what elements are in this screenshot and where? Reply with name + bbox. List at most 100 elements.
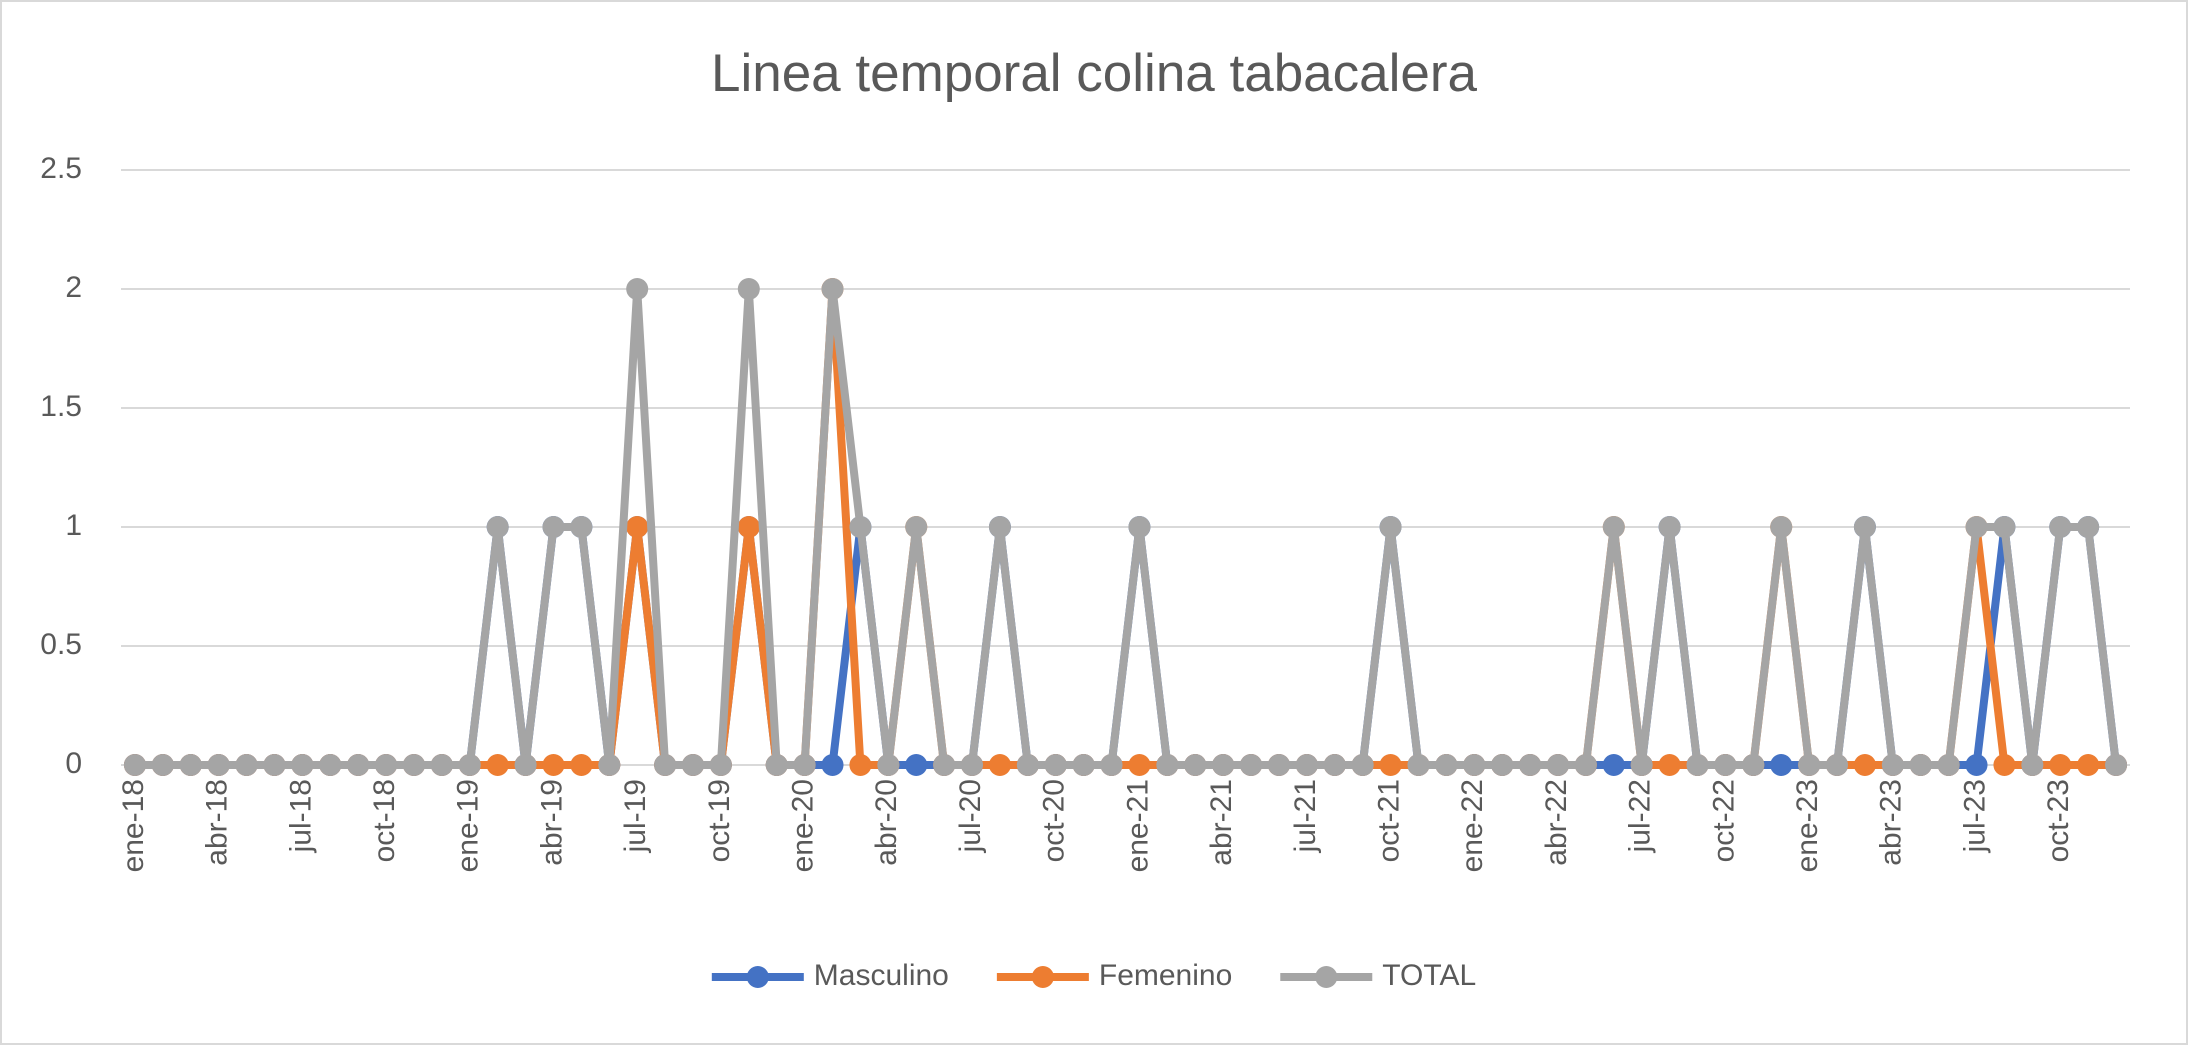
x-tick-label: abr-20 (870, 779, 903, 866)
data-point (2021, 754, 2044, 776)
data-point (905, 754, 928, 776)
data-point (709, 754, 732, 776)
data-point (1351, 754, 1374, 776)
data-point (1323, 754, 1346, 776)
x-tick-label: oct-21 (1372, 779, 1405, 862)
x-tick-label: ene-18 (117, 779, 150, 872)
data-point (905, 516, 928, 538)
data-point (849, 754, 872, 776)
x-tick-label: abr-23 (1875, 779, 1908, 866)
data-point (598, 754, 621, 776)
data-point (654, 754, 677, 776)
x-tick-label: jul-19 (619, 779, 652, 853)
data-point (179, 754, 202, 776)
x-tick-label: ene-22 (1456, 779, 1489, 872)
data-point (151, 754, 174, 776)
data-point (1574, 754, 1597, 776)
y-tick-label: 0 (65, 747, 82, 780)
data-point (961, 754, 984, 776)
data-point (626, 516, 649, 538)
data-point (682, 754, 705, 776)
data-point (1658, 516, 1681, 538)
data-point (1267, 754, 1290, 776)
data-point (2105, 754, 2128, 776)
data-point (1658, 754, 1681, 776)
data-point (514, 754, 537, 776)
x-tick-label: jul-21 (1289, 779, 1322, 853)
data-point (1798, 754, 1821, 776)
data-point (1295, 754, 1318, 776)
data-point (1519, 754, 1542, 776)
x-tick-label: ene-21 (1121, 779, 1154, 872)
data-point (1100, 754, 1123, 776)
data-point (486, 754, 509, 776)
x-tick-label: jul-22 (1624, 779, 1657, 853)
data-point (2049, 516, 2072, 538)
x-tick-label: oct-19 (703, 779, 736, 862)
data-point (1686, 754, 1709, 776)
legend-marker (746, 966, 769, 988)
data-point (1128, 754, 1151, 776)
data-point (1491, 754, 1514, 776)
data-point (1072, 754, 1095, 776)
data-point (263, 754, 286, 776)
legend-item: Femenino (996, 959, 1232, 992)
y-tick-label: 0.5 (40, 628, 82, 661)
legend-item: TOTAL (1280, 959, 1476, 992)
data-point (1128, 516, 1151, 538)
data-point (570, 516, 593, 538)
data-point (821, 754, 844, 776)
data-point (542, 516, 565, 538)
data-point (1044, 754, 1067, 776)
y-tick-label: 2 (65, 271, 82, 304)
data-point (1714, 754, 1737, 776)
data-point (458, 754, 481, 776)
data-point (430, 754, 453, 776)
data-point (235, 754, 258, 776)
data-point (207, 754, 230, 776)
data-point (2049, 754, 2072, 776)
y-tick-label: 1 (65, 509, 82, 542)
data-point (1937, 754, 1960, 776)
data-point (402, 754, 425, 776)
x-tick-label: ene-20 (787, 779, 820, 872)
data-point (1407, 754, 1430, 776)
data-point (765, 754, 788, 776)
data-point (319, 754, 342, 776)
legend-item: Masculino (711, 959, 949, 992)
data-point (1965, 516, 1988, 538)
data-point (570, 754, 593, 776)
data-point (1602, 516, 1625, 538)
data-point (1016, 754, 1039, 776)
data-point (1156, 754, 1179, 776)
data-point (1212, 754, 1235, 776)
x-tick-label: ene-23 (1791, 779, 1824, 872)
x-tick-label: jul-18 (284, 779, 317, 853)
data-point (1240, 754, 1263, 776)
data-point (877, 754, 900, 776)
x-tick-label: oct-20 (1038, 779, 1071, 862)
data-point (347, 754, 370, 776)
data-point (933, 754, 956, 776)
chart-title: Linea temporal colina tabacalera (711, 44, 1478, 103)
data-point (291, 754, 314, 776)
data-point (988, 754, 1011, 776)
x-tick-label: oct-18 (368, 779, 401, 862)
y-tick-label: 1.5 (40, 390, 82, 423)
data-point (1770, 754, 1793, 776)
x-tick-label: abr-21 (1205, 779, 1238, 866)
data-point (486, 516, 509, 538)
x-tick-label: abr-18 (201, 779, 234, 866)
data-point (1881, 754, 1904, 776)
data-point (1184, 754, 1207, 776)
x-tick-label: abr-19 (535, 779, 568, 866)
x-tick-label: ene-19 (452, 779, 485, 872)
data-point (821, 278, 844, 300)
data-point (2077, 754, 2100, 776)
data-point (1546, 754, 1569, 776)
x-tick-label: oct-23 (2042, 779, 2075, 862)
data-point (1379, 754, 1402, 776)
x-tick-label: oct-22 (1707, 779, 1740, 862)
data-point (1826, 754, 1849, 776)
